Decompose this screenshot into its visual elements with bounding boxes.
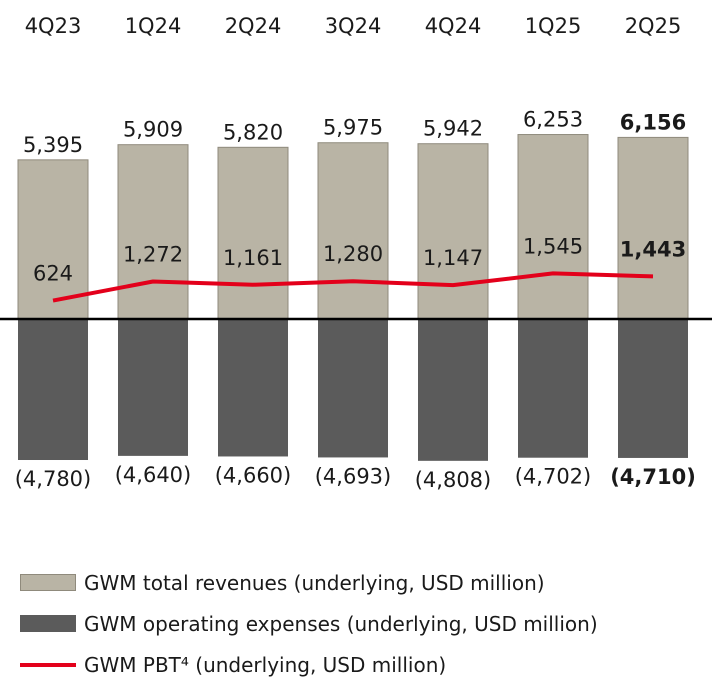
expense-bar xyxy=(18,319,88,461)
legend-label-expenses: GWM operating expenses (underlying, USD … xyxy=(84,611,598,636)
revenue-data-label: 6,156 xyxy=(620,110,686,134)
expense-data-label: (4,640) xyxy=(115,463,192,487)
revenue-data-label: 5,395 xyxy=(23,133,83,157)
legend-label-pbt: GWM PBT⁴ (underlying, USD million) xyxy=(84,652,447,677)
expense-bar xyxy=(318,319,388,458)
legend-swatch-expenses xyxy=(20,615,76,632)
pbt-data-label: 1,272 xyxy=(123,242,183,266)
category-label: 1Q24 xyxy=(125,14,182,38)
category-label: 4Q23 xyxy=(25,14,82,38)
expense-bar xyxy=(118,319,188,456)
category-label: 4Q24 xyxy=(425,14,482,38)
expense-data-label: (4,702) xyxy=(515,465,592,489)
legend: GWM total revenues (underlying, USD mill… xyxy=(20,562,598,685)
pbt-data-label: 1,161 xyxy=(223,246,283,270)
pbt-data-label: 1,280 xyxy=(323,242,383,266)
revenue-data-label: 5,975 xyxy=(323,116,383,140)
revenue-bar xyxy=(517,134,589,320)
expense-data-label: (4,693) xyxy=(315,464,392,488)
legend-label-revenues: GWM total revenues (underlying, USD mill… xyxy=(84,570,545,595)
legend-swatch-pbt xyxy=(20,662,76,667)
revenue-data-label: 5,909 xyxy=(123,118,183,142)
revenue-bar xyxy=(617,136,689,320)
revenue-bar xyxy=(17,159,89,320)
pbt-line xyxy=(52,271,654,303)
pbt-data-label: 624 xyxy=(33,262,73,286)
expense-bar xyxy=(618,319,688,458)
revenue-bar xyxy=(217,146,289,320)
pbt-data-label: 1,545 xyxy=(523,234,583,258)
expense-data-label: (4,780) xyxy=(15,467,92,491)
expense-data-label: (4,660) xyxy=(215,463,292,487)
pbt-data-label: 1,147 xyxy=(423,246,483,270)
category-label: 3Q24 xyxy=(325,14,382,38)
revenue-bar xyxy=(417,143,489,320)
expense-bar xyxy=(518,319,588,458)
expense-data-label: (4,808) xyxy=(415,468,492,492)
expense-bar xyxy=(218,319,288,457)
legend-item-pbt: GWM PBT⁴ (underlying, USD million) xyxy=(20,644,598,685)
pbt-data-label: 1,443 xyxy=(620,237,686,261)
category-label: 2Q24 xyxy=(225,14,282,38)
expense-bar xyxy=(418,319,488,461)
expense-data-label: (4,710) xyxy=(610,465,696,489)
gwm-chart: 4Q23 1Q24 2Q24 3Q24 4Q24 1Q25 2Q25 5,395 5,909 5,… xyxy=(0,14,712,492)
legend-item-revenues: GWM total revenues (underlying, USD mill… xyxy=(20,562,598,603)
revenue-data-label: 6,253 xyxy=(523,108,583,132)
revenue-data-label: 5,820 xyxy=(223,120,283,144)
revenue-bar xyxy=(117,144,189,320)
legend-item-expenses: GWM operating expenses (underlying, USD … xyxy=(20,603,598,644)
category-label: 1Q25 xyxy=(525,14,582,38)
revenue-data-label: 5,942 xyxy=(423,117,483,141)
legend-swatch-revenues xyxy=(20,574,76,591)
category-label: 2Q25 xyxy=(625,14,682,38)
revenue-bar xyxy=(317,142,389,320)
